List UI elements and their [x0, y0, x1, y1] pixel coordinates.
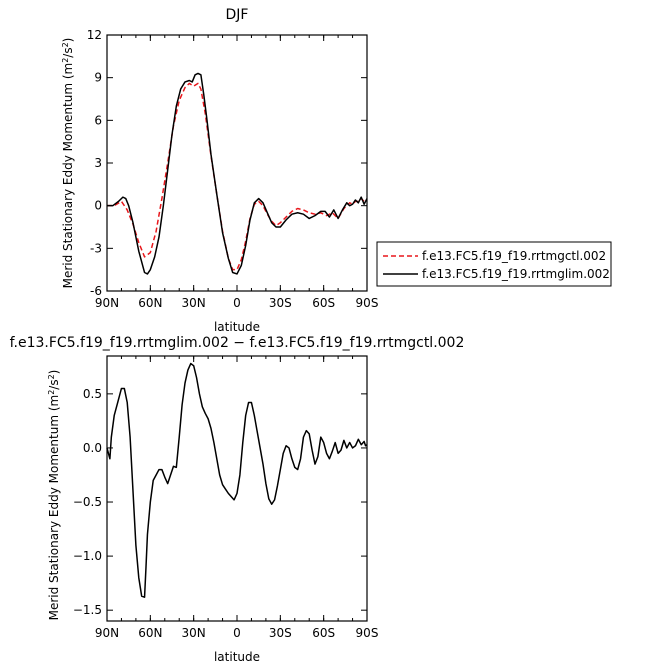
y-tick-label: 12 — [87, 28, 102, 42]
y-tick-label: 6 — [94, 113, 102, 127]
bottom-x-ticks: 90N 60N 30N 0 30S 60S 90S — [95, 356, 379, 640]
panel-bottom: f.e13.FC5.f19_f19.rrtmglim.002 − f.e13.F… — [10, 335, 465, 664]
top-x-axis-label: latitude — [214, 320, 260, 334]
panel-top: DJF Merid Stationary Eddy Momentum (m2/s… — [61, 7, 379, 334]
x-tick-label: 30N — [182, 296, 206, 310]
x-tick-label: 90S — [356, 296, 379, 310]
bottom-series — [106, 362, 368, 598]
y-tick-label: 0.5 — [83, 387, 102, 401]
x-tick-label: 60S — [312, 626, 335, 640]
legend: f.e13.FC5.f19_f19.rrtmgctl.002 f.e13.FC5… — [376, 241, 612, 287]
y-tick-label: 0.0 — [83, 441, 102, 455]
top-y-axis-label: Merid Stationary Eddy Momentum (m2/s2) — [61, 38, 76, 289]
bottom-x-axis-label: latitude — [214, 650, 260, 664]
y-tick-label: 9 — [94, 71, 102, 85]
top-series-line-0 — [107, 82, 368, 271]
y-tick-label: 0 — [94, 199, 102, 213]
y-tick-label: −1.5 — [73, 603, 102, 617]
x-tick-label: 60N — [138, 296, 162, 310]
x-tick-label: 90S — [356, 626, 379, 640]
x-tick-label: 60N — [138, 626, 162, 640]
legend-box — [376, 241, 612, 287]
x-tick-label: 30S — [269, 296, 292, 310]
bottom-plot-frame — [106, 355, 368, 622]
top-series-line-1 — [107, 72, 368, 275]
y-tick-label: -3 — [90, 241, 102, 255]
legend-label-lim: f.e13.FC5.f19_f19.rrtmglim.002 — [422, 267, 610, 281]
bottom-series-line-0 — [106, 362, 368, 598]
x-tick-label: 90N — [95, 296, 119, 310]
bottom-title: f.e13.FC5.f19_f19.rrtmglim.002 − f.e13.F… — [10, 335, 465, 351]
svg-text:Merid Stationary Eddy Momentum: Merid Stationary Eddy Momentum (m2/s2) — [61, 38, 76, 289]
top-x-ticks: 90N 60N 30N 0 30S 60S 90S — [95, 35, 379, 310]
bottom-y-ticks: −1.5 −1.0 −0.5 0.0 0.5 — [73, 387, 367, 617]
x-tick-label: 0 — [233, 296, 241, 310]
x-tick-label: 30N — [182, 626, 206, 640]
top-y-ticks: -6 -3 0 3 6 9 12 — [87, 28, 367, 298]
y-tick-label: −0.5 — [73, 495, 102, 509]
x-tick-label: 30S — [269, 626, 292, 640]
legend-label-ctl: f.e13.FC5.f19_f19.rrtmgctl.002 — [422, 249, 606, 263]
x-tick-label: 60S — [312, 296, 335, 310]
top-title: DJF — [226, 7, 249, 23]
y-tick-label: −1.0 — [73, 549, 102, 563]
bottom-y-axis-label: Merid Stationary Eddy Momentum (m2/s2) — [47, 370, 62, 621]
top-plot-frame — [106, 34, 368, 292]
y-tick-label: -6 — [90, 284, 102, 298]
x-tick-label: 90N — [95, 626, 119, 640]
y-tick-label: 3 — [94, 156, 102, 170]
x-tick-label: 0 — [233, 626, 241, 640]
top-series — [107, 72, 368, 275]
svg-text:Merid Stationary Eddy Momentum: Merid Stationary Eddy Momentum (m2/s2) — [47, 370, 62, 621]
